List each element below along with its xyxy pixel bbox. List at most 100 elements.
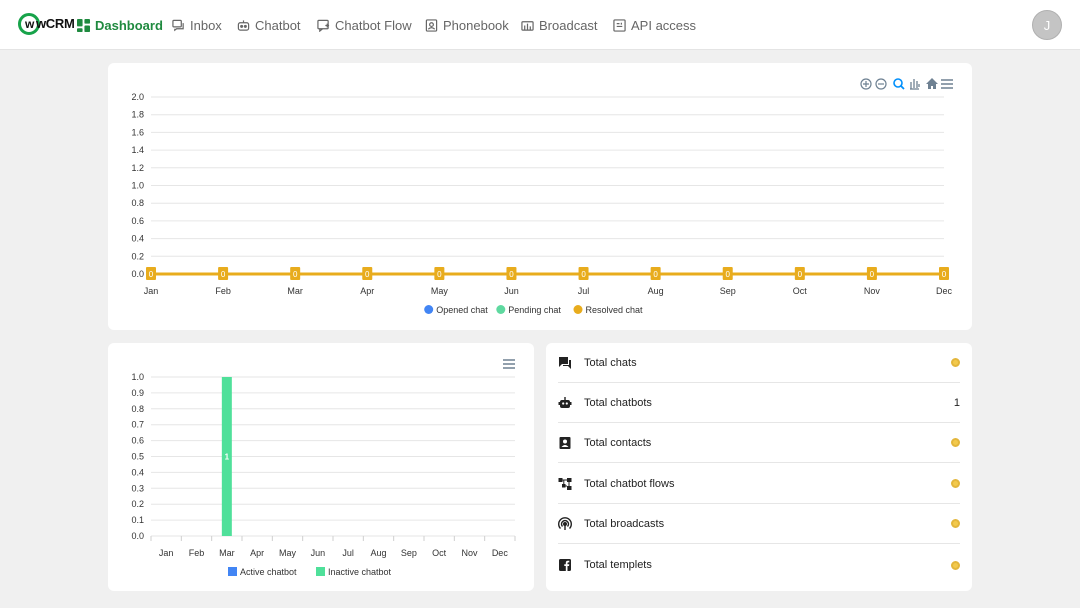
zoom-in-icon[interactable]: [860, 78, 872, 90]
chatbots-bar-chart-card: 0.0 0.1 0.2 0.3 0.4 0.5 0.6 0.7 0.8 0.9 1.0 Jan Feb…: [108, 343, 534, 591]
stat-label: Total chatbot flows: [584, 477, 675, 490]
legend-label: Resolved chat: [586, 305, 644, 315]
reset-zoom-home-icon[interactable]: [926, 78, 938, 89]
data-label-box: [578, 267, 589, 280]
stat-value: [946, 438, 960, 447]
bar-chart-gridlines: [150, 376, 516, 541]
pan-icon[interactable]: [910, 79, 920, 90]
chats-line-chart-card: 0.0 0.2 0.4 0.6 0.8 1.0 1.2 1.4 1.6 1.8 2.0 Jan Feb…: [108, 63, 972, 330]
x-tick-label: Oct: [793, 286, 808, 296]
x-tick-label: Sep: [401, 548, 417, 558]
data-label: 0: [509, 270, 514, 279]
x-tick-label: Feb: [189, 548, 205, 558]
zoom-out-icon[interactable]: [875, 78, 887, 90]
nav-api-access[interactable]: API access: [613, 15, 696, 35]
data-label: 0: [726, 270, 731, 279]
legend-marker: [424, 305, 434, 314]
data-label: 0: [798, 270, 803, 279]
stat-total-chats[interactable]: Total chats: [558, 343, 960, 383]
nav-broadcast[interactable]: Broadcast: [521, 15, 598, 35]
inbox-icon: [172, 19, 184, 31]
data-label: 0: [437, 270, 442, 279]
selection-zoom-icon[interactable]: [893, 78, 905, 90]
stat-total-contacts[interactable]: Total contacts: [558, 423, 960, 463]
top-navbar: w wCRM Dashboard Inbox Chatbot Chatbot F…: [0, 0, 1080, 50]
x-tick-label: Mar: [219, 548, 235, 558]
x-tick-label: Apr: [250, 548, 264, 558]
data-label-box: [794, 267, 805, 280]
nav-broadcast-label: Broadcast: [539, 17, 598, 33]
y-tick-label: 0.0: [131, 531, 144, 541]
nav-dashboard[interactable]: Dashboard: [77, 15, 163, 35]
y-tick-label: 1.8: [131, 110, 144, 120]
broadcast-icon: [521, 20, 534, 31]
bar: [221, 377, 232, 536]
stat-total-broadcasts[interactable]: Total broadcasts: [558, 504, 960, 544]
chart-menu-icon[interactable]: [941, 79, 953, 89]
stat-total-templets[interactable]: Total templets: [558, 545, 960, 585]
data-label: 0: [293, 270, 298, 279]
x-tick-label: May: [279, 548, 297, 558]
nav-chatbot-label: Chatbot: [255, 17, 301, 33]
data-label: 0: [221, 270, 226, 279]
chats-line-chart: 0.0 0.2 0.4 0.6 0.8 1.0 1.2 1.4 1.6 1.8 2.0 Jan Feb…: [131, 78, 953, 315]
brand-logo[interactable]: w wCRM: [18, 12, 75, 38]
y-tick-label: 0.0: [131, 269, 144, 279]
chatbots-bar-chart: 0.0 0.1 0.2 0.3 0.4 0.5 0.6 0.7 0.8 0.9 1.0 Jan Feb…: [131, 359, 516, 577]
bar-chart-legend: Active chatbot Inactive chatbot: [228, 567, 392, 577]
y-tick-label: 0.8: [131, 198, 144, 208]
stat-label: Total chatbots: [584, 396, 652, 409]
x-tick-label: Nov: [461, 548, 478, 558]
nav-chatbot-flow[interactable]: Chatbot Flow: [317, 15, 412, 35]
x-tick-label: Jan: [159, 548, 174, 558]
bar-chart-bars: 1: [221, 377, 232, 536]
nav-inbox[interactable]: Inbox: [172, 15, 222, 35]
data-label-box: [218, 267, 229, 280]
robot-icon: [558, 396, 572, 408]
bar-chart-menu-icon[interactable]: [503, 359, 515, 369]
legend-marker: [316, 567, 325, 576]
line-chart-data-labels: 0 0 0 0 0 0 0 0 0 0 0 0: [146, 267, 949, 280]
broadcast-icon: [558, 516, 572, 530]
dashboard-icon: [77, 18, 90, 32]
y-tick-label: 0.5: [131, 452, 144, 462]
x-tick-label: Jun: [504, 286, 519, 296]
data-label: 0: [942, 270, 947, 279]
chart-toolbar: [860, 78, 953, 90]
nav-phonebook[interactable]: Phonebook: [425, 15, 509, 35]
logo-mark: [18, 13, 40, 35]
x-tick-label: Mar: [287, 286, 303, 296]
x-tick-label: Sep: [720, 286, 736, 296]
x-tick-label: Jan: [144, 286, 159, 296]
nav-phonebook-label: Phonebook: [443, 17, 509, 33]
y-tick-label: 0.1: [131, 515, 144, 525]
stat-label: Total broadcasts: [584, 517, 665, 530]
stat-total-chatbot-flows[interactable]: Total chatbot flows: [558, 464, 960, 504]
x-tick-label: Jun: [311, 548, 326, 558]
y-tick-label: 0.6: [131, 216, 144, 226]
user-avatar[interactable]: J: [1032, 10, 1062, 40]
legend-label: Opened chat: [436, 305, 488, 315]
data-label-box: [362, 267, 373, 280]
loading-spinner-icon: [951, 479, 960, 488]
chatbot-icon: [237, 19, 250, 31]
data-label-box: [866, 267, 877, 280]
y-tick-label: 1.0: [131, 372, 144, 382]
loading-spinner-icon: [951, 438, 960, 447]
nav-chatbot[interactable]: Chatbot: [237, 15, 301, 35]
legend-marker: [573, 305, 583, 314]
y-tick-label: 0.4: [131, 467, 144, 477]
stat-total-chatbots[interactable]: Total chatbots 1: [558, 383, 960, 423]
data-label: 0: [653, 270, 658, 279]
data-label: 0: [581, 270, 586, 279]
data-label-box: [722, 267, 733, 280]
data-label-box: [290, 267, 301, 280]
flow-icon: [558, 477, 572, 490]
bar-chart-y-ticks: 0.0 0.1 0.2 0.3 0.4 0.5 0.6 0.7 0.8 0.9 1.0: [131, 372, 144, 541]
legend-label: Active chatbot: [240, 567, 297, 577]
nav-dashboard-label: Dashboard: [95, 17, 163, 33]
stat-label: Total contacts: [584, 436, 652, 449]
y-tick-label: 1.2: [131, 163, 144, 173]
y-tick-label: 0.9: [131, 388, 144, 398]
y-tick-label: 0.2: [131, 499, 144, 509]
